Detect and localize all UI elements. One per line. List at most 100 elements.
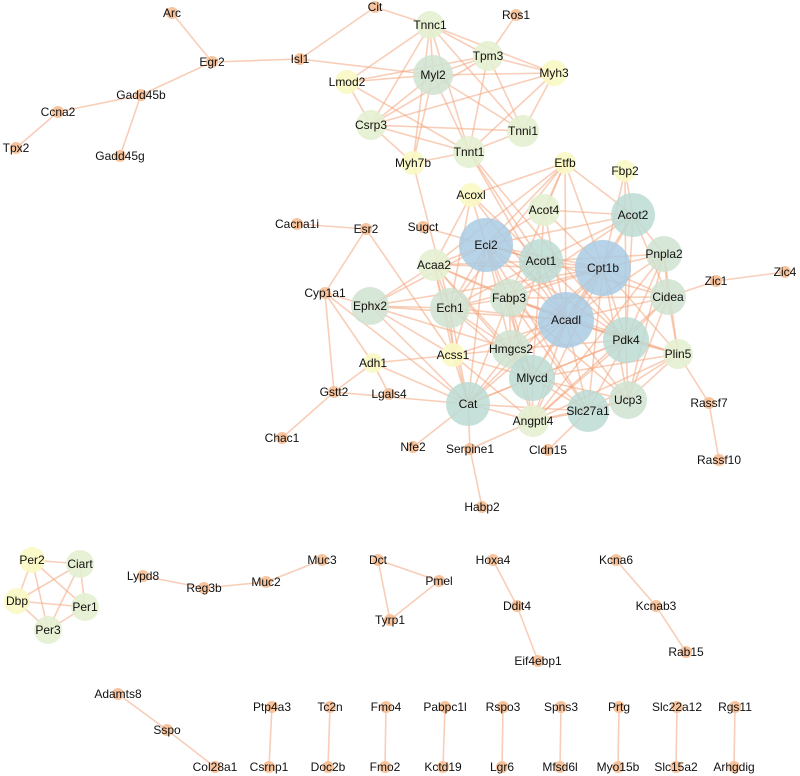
node-tnnt1[interactable]: Tnnt1	[453, 136, 485, 168]
node-circle-col28a1[interactable]	[209, 761, 221, 773]
node-acaa2[interactable]: Acaa2	[417, 249, 451, 281]
node-circle-arc[interactable]	[166, 7, 178, 19]
node-esr2[interactable]: Esr2	[354, 222, 379, 236]
node-prtg[interactable]: Prtg	[608, 700, 630, 714]
node-mfsd6l[interactable]: Mfsd6l	[542, 760, 577, 774]
node-circle-egr2[interactable]	[206, 56, 218, 68]
node-lmod2[interactable]: Lmod2	[329, 70, 366, 94]
node-rspo3[interactable]: Rspo3	[486, 700, 521, 714]
node-tyrp1[interactable]: Tyrp1	[375, 613, 405, 627]
node-ucp3[interactable]: Ucp3	[609, 381, 647, 419]
node-ddit4[interactable]: Ddit4	[503, 599, 531, 613]
node-rassf10[interactable]: Rassf10	[697, 453, 741, 467]
node-circle-per2[interactable]	[19, 547, 45, 573]
node-kcnab3[interactable]: Kcnab3	[636, 599, 677, 613]
node-circle-isl1[interactable]	[294, 53, 306, 65]
node-circle-rassf10[interactable]	[713, 454, 725, 466]
node-circle-angptl4[interactable]	[517, 405, 549, 437]
node-circle-myh3[interactable]	[541, 60, 567, 86]
node-circle-tnni1[interactable]	[507, 115, 539, 147]
node-lgals4[interactable]: Lgals4	[371, 387, 407, 401]
node-circle-gadd45b[interactable]	[135, 89, 147, 101]
node-ptp4a3[interactable]: Ptp4a3	[253, 700, 291, 714]
node-circle-lgr6[interactable]	[496, 761, 508, 773]
node-circle-tnnt1[interactable]	[453, 136, 485, 168]
node-pabpc1l[interactable]: Pabpc1l	[423, 700, 466, 714]
node-acot4[interactable]: Acot4	[528, 194, 560, 226]
node-plin5[interactable]: Plin5	[663, 339, 693, 369]
node-acss1[interactable]: Acss1	[437, 343, 470, 367]
node-cit[interactable]: Cit	[368, 0, 383, 14]
node-circle-habp2[interactable]	[476, 501, 488, 513]
node-acadl[interactable]: Acadl	[538, 292, 594, 348]
node-circle-esr2[interactable]	[360, 223, 372, 235]
node-serpine1[interactable]: Serpine1	[446, 442, 494, 456]
node-circle-fbp2[interactable]	[614, 160, 636, 182]
node-circle-pnpla2[interactable]	[646, 236, 682, 272]
node-circle-kcna6[interactable]	[610, 554, 622, 566]
node-circle-mfsd6l[interactable]	[554, 761, 566, 773]
node-circle-csrp3[interactable]	[356, 110, 386, 140]
node-circle-lgals4[interactable]	[383, 388, 395, 400]
node-adamts8[interactable]: Adamts8	[94, 687, 142, 701]
node-ccna2[interactable]: Ccna2	[41, 105, 76, 119]
node-rab15[interactable]: Rab15	[668, 645, 704, 659]
node-circle-fmo4[interactable]	[380, 701, 392, 713]
node-cacna1i[interactable]: Cacna1i	[275, 217, 319, 231]
node-circle-slc27a1[interactable]	[567, 390, 609, 432]
node-circle-per1[interactable]	[71, 593, 99, 621]
node-circle-nfe2[interactable]	[407, 441, 419, 453]
node-slc15a2[interactable]: Slc15a2	[654, 760, 698, 774]
node-circle-cat[interactable]	[446, 382, 490, 426]
node-zic4[interactable]: Zic4	[774, 265, 797, 279]
node-circle-zic1[interactable]	[710, 275, 722, 287]
node-circle-acadl[interactable]	[538, 292, 594, 348]
node-fmo2[interactable]: Fmo2	[370, 760, 401, 774]
node-ephx2[interactable]: Ephx2	[351, 287, 389, 325]
node-kctd19[interactable]: Kctd19	[424, 760, 462, 774]
node-circle-tyrp1[interactable]	[384, 614, 396, 626]
node-circle-rgs11[interactable]	[729, 701, 741, 713]
node-lgr6[interactable]: Lgr6	[490, 760, 514, 774]
node-muc2[interactable]: Muc2	[251, 575, 281, 589]
node-per2[interactable]: Per2	[19, 547, 45, 573]
node-circle-rassf7[interactable]	[703, 397, 715, 409]
node-circle-acoxl[interactable]	[459, 183, 483, 207]
node-circle-pmel[interactable]	[433, 575, 445, 587]
node-tnni1[interactable]: Tnni1	[507, 115, 539, 147]
node-myo15b[interactable]: Myo15b	[597, 760, 640, 774]
node-circle-ephx2[interactable]	[351, 287, 389, 325]
node-dbp[interactable]: Dbp	[4, 588, 30, 614]
node-circle-arhgdig[interactable]	[728, 761, 740, 773]
node-circle-slc22a12[interactable]	[671, 701, 683, 713]
node-hoxa4[interactable]: Hoxa4	[476, 553, 511, 567]
node-cidea[interactable]: Cidea	[650, 279, 686, 315]
node-ech1[interactable]: Ech1	[430, 288, 470, 328]
node-pnpla2[interactable]: Pnpla2	[645, 236, 683, 272]
node-circle-pdk4[interactable]	[603, 317, 649, 363]
node-circle-sugct[interactable]	[417, 221, 429, 233]
node-acoxl[interactable]: Acoxl	[456, 183, 486, 207]
node-circle-myl2[interactable]	[413, 55, 453, 95]
node-circle-ech1[interactable]	[430, 288, 470, 328]
node-cyp1a1[interactable]: Cyp1a1	[304, 286, 346, 300]
node-circle-serpine1[interactable]	[464, 443, 476, 455]
node-fbp2[interactable]: Fbp2	[611, 160, 639, 182]
node-circle-cacna1i[interactable]	[291, 218, 303, 230]
node-acot1[interactable]: Acot1	[519, 239, 563, 283]
node-gstt2[interactable]: Gstt2	[320, 385, 349, 399]
node-circle-acaa2[interactable]	[418, 249, 450, 281]
node-circle-gadd45g[interactable]	[114, 150, 126, 162]
node-circle-myo15b[interactable]	[612, 761, 624, 773]
node-sugct[interactable]: Sugct	[408, 220, 439, 234]
node-etfb[interactable]: Etfb	[554, 152, 576, 174]
node-circle-tpx2[interactable]	[10, 142, 22, 154]
node-circle-myh7b[interactable]	[401, 151, 425, 175]
node-chac1[interactable]: Chac1	[265, 431, 300, 445]
node-eif4ebp1[interactable]: Eif4ebp1	[514, 654, 562, 668]
node-nfe2[interactable]: Nfe2	[400, 440, 426, 454]
node-circle-ddit4[interactable]	[511, 600, 523, 612]
node-circle-cit[interactable]	[369, 1, 381, 13]
node-circle-plin5[interactable]	[663, 339, 693, 369]
node-circle-prtg[interactable]	[613, 701, 625, 713]
